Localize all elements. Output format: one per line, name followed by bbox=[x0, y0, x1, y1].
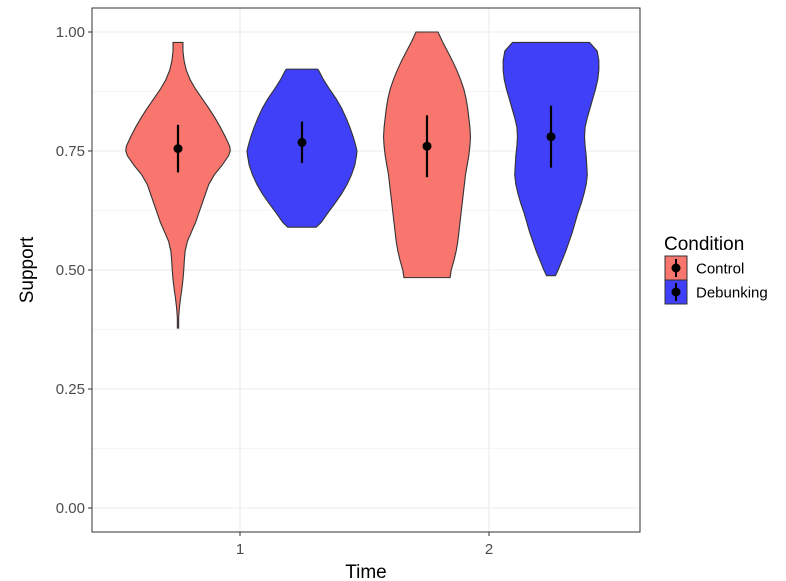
x-tick-label: 2 bbox=[485, 541, 493, 558]
y-tick-label: 0.75 bbox=[56, 143, 85, 160]
violin-control-time-1 bbox=[125, 41, 231, 329]
x-axis-title: Time bbox=[345, 562, 387, 581]
mean-point-control-time-1 bbox=[173, 144, 183, 154]
y-tick-label: 0.25 bbox=[56, 381, 85, 398]
y-axis-title: Support bbox=[17, 236, 38, 303]
legend: Condition Control Debunking bbox=[664, 234, 768, 305]
x-tick-label: 1 bbox=[236, 541, 244, 558]
legend-title: Condition bbox=[664, 234, 744, 255]
mean-point-debunking-time-1 bbox=[297, 137, 307, 147]
y-tick-label: 1.00 bbox=[56, 24, 85, 41]
mean-point-debunking-time-2 bbox=[546, 132, 556, 142]
mean-points bbox=[173, 105, 556, 178]
y-tick-label: 0.50 bbox=[56, 262, 85, 279]
legend-key-point bbox=[671, 287, 681, 297]
legend-label-debunking: Debunking bbox=[696, 285, 768, 302]
mean-point-control-time-2 bbox=[422, 141, 432, 151]
y-tick-label: 0.00 bbox=[56, 500, 85, 517]
legend-label-control: Control bbox=[696, 261, 744, 278]
y-axis: 0.00 0.25 0.50 0.75 1.00 bbox=[56, 24, 92, 517]
legend-key-point bbox=[671, 263, 681, 273]
